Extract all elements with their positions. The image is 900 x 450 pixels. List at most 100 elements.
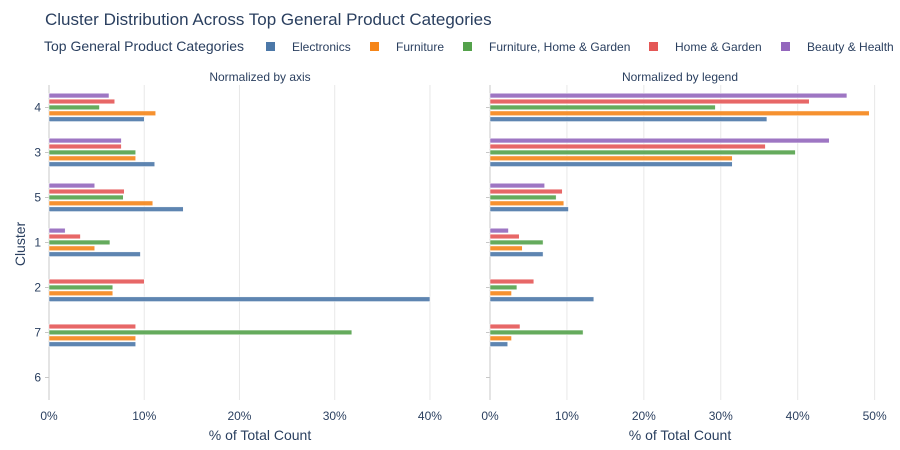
x-tick-label: 10%: [132, 409, 156, 423]
panel-title: Normalized by legend: [622, 70, 738, 84]
bar-home-garden-cluster-2[interactable]: [48, 278, 145, 285]
legend-swatch: [649, 42, 658, 51]
bar-electronics-cluster-7[interactable]: [48, 341, 136, 347]
bar-furniture-cluster-1[interactable]: [48, 245, 95, 251]
bar-furniture-cluster-7[interactable]: [489, 335, 512, 341]
bar-furniture-cluster-4[interactable]: [48, 110, 156, 116]
bar-furniture-cluster-5[interactable]: [489, 200, 565, 206]
legend-label: Electronics: [292, 40, 351, 54]
x-axis-title: % of Total Count: [629, 427, 732, 443]
legend-label: Home & Garden: [675, 40, 762, 54]
bar-furniture-home-garden-cluster-2[interactable]: [48, 284, 114, 290]
bar-beauty-health-cluster-5[interactable]: [48, 183, 95, 189]
y-tick-label: 2: [34, 281, 41, 295]
panel-normalized-by-axis: 0% 10% 20% 30% 40% Normalized by axis % of Tot…: [34, 70, 442, 443]
bar-electronics-cluster-7[interactable]: [489, 341, 508, 347]
bar-furniture-home-garden-cluster-1[interactable]: [489, 239, 544, 246]
x-tick-label: 30%: [709, 409, 733, 423]
bar-furniture-home-garden-cluster-7[interactable]: [48, 329, 353, 335]
y-tick-label: 7: [34, 326, 41, 340]
bar-home-garden-cluster-1[interactable]: [489, 233, 520, 240]
bar-home-garden-cluster-5[interactable]: [489, 188, 563, 195]
legend-swatch: [463, 42, 472, 51]
bar-home-garden-cluster-3[interactable]: [48, 143, 122, 150]
legend-label: Beauty & Health: [807, 40, 894, 54]
bar-furniture-home-garden-cluster-5[interactable]: [48, 194, 124, 201]
x-tick-label: 20%: [227, 409, 251, 423]
y-tick-label: 6: [34, 371, 41, 385]
x-tick-label: 0%: [481, 409, 499, 423]
legend-item-home-garden[interactable]: Home & Garden: [649, 40, 762, 54]
legend-label: Furniture: [396, 40, 444, 54]
legend-swatch: [266, 42, 275, 51]
x-tick-label: 20%: [632, 409, 656, 423]
y-tick-label: 1: [34, 236, 41, 250]
bar-electronics-cluster-2[interactable]: [489, 296, 595, 302]
bar-furniture-home-garden-cluster-4[interactable]: [489, 104, 716, 111]
bar-furniture-cluster-2[interactable]: [489, 290, 512, 296]
x-tick-label: 10%: [555, 409, 579, 423]
bar-electronics-cluster-1[interactable]: [48, 251, 141, 257]
bar-beauty-health-cluster-4[interactable]: [489, 93, 848, 99]
bar-furniture-cluster-4[interactable]: [489, 110, 870, 116]
panels: 0% 10% 20% 30% 40%Normalized by axis% of Tot…: [34, 70, 887, 443]
bar-beauty-health-cluster-1[interactable]: [48, 228, 66, 234]
bar-furniture-cluster-2[interactable]: [48, 290, 114, 296]
bar-furniture-cluster-3[interactable]: [489, 155, 733, 161]
legend-title: Top General Product Categories: [44, 38, 244, 54]
legend-swatch: [370, 42, 379, 51]
legend-item-furniture-home-garden[interactable]: Furniture, Home & Garden: [463, 40, 630, 54]
x-tick-label: 30%: [323, 409, 347, 423]
bar-furniture-cluster-3[interactable]: [48, 155, 136, 161]
bar-beauty-health-cluster-4[interactable]: [48, 93, 110, 99]
x-tick-label: 0%: [40, 409, 58, 423]
bar-home-garden-cluster-3[interactable]: [489, 143, 766, 150]
bar-electronics-cluster-4[interactable]: [489, 116, 768, 122]
y-tick-label: 5: [34, 191, 41, 205]
bar-furniture-cluster-5[interactable]: [48, 200, 154, 206]
x-axis-title: % of Total Count: [209, 427, 312, 443]
y-tick-label: 4: [34, 101, 41, 115]
bar-home-garden-cluster-4[interactable]: [48, 98, 115, 105]
panel-normalized-by-legend: 0% 10% 20% 30% 40% 50% Normalized by legend % o…: [481, 70, 887, 443]
bar-furniture-cluster-1[interactable]: [489, 245, 523, 251]
bar-home-garden-cluster-7[interactable]: [489, 323, 521, 330]
bar-electronics-cluster-5[interactable]: [48, 206, 184, 212]
bar-furniture-home-garden-cluster-2[interactable]: [489, 284, 518, 290]
x-tick-label: 40%: [786, 409, 810, 423]
bar-electronics-cluster-3[interactable]: [489, 161, 733, 167]
legend-label: Furniture, Home & Garden: [489, 40, 630, 54]
legend-swatch: [781, 42, 790, 51]
bar-furniture-home-garden-cluster-3[interactable]: [48, 149, 136, 156]
y-tick-label: 3: [34, 146, 41, 160]
chart-title: Cluster Distribution Across Top General …: [45, 10, 492, 29]
bar-home-garden-cluster-4[interactable]: [489, 98, 810, 105]
bar-home-garden-cluster-2[interactable]: [489, 278, 535, 285]
bar-furniture-home-garden-cluster-4[interactable]: [48, 104, 100, 111]
bar-home-garden-cluster-1[interactable]: [48, 233, 81, 240]
bar-furniture-home-garden-cluster-1[interactable]: [48, 239, 111, 246]
legend-item-furniture[interactable]: Furniture: [370, 40, 444, 54]
x-tick-label: 50%: [863, 409, 887, 423]
legend-item-beauty-health[interactable]: Beauty & Health: [781, 40, 894, 54]
bar-furniture-home-garden-cluster-7[interactable]: [489, 329, 584, 335]
bar-electronics-cluster-5[interactable]: [489, 206, 569, 212]
bar-electronics-cluster-4[interactable]: [48, 116, 145, 122]
bar-electronics-cluster-1[interactable]: [489, 251, 544, 257]
y-axis-title: Cluster: [12, 221, 28, 266]
bar-furniture-home-garden-cluster-3[interactable]: [489, 149, 796, 156]
legend: Electronics Furniture Furniture, Home & Ga…: [266, 40, 894, 54]
bar-electronics-cluster-3[interactable]: [48, 161, 155, 167]
bar-beauty-health-cluster-1[interactable]: [489, 228, 509, 234]
bar-beauty-health-cluster-5[interactable]: [489, 183, 545, 189]
x-tick-label: 40%: [418, 409, 442, 423]
bar-beauty-health-cluster-3[interactable]: [48, 138, 122, 144]
bar-electronics-cluster-2[interactable]: [48, 296, 431, 302]
legend-item-electronics[interactable]: Electronics: [266, 40, 351, 54]
bar-home-garden-cluster-5[interactable]: [48, 188, 125, 195]
bar-home-garden-cluster-7[interactable]: [48, 323, 136, 330]
bar-furniture-cluster-7[interactable]: [48, 335, 136, 341]
bar-beauty-health-cluster-3[interactable]: [489, 138, 830, 144]
bar-furniture-home-garden-cluster-5[interactable]: [489, 194, 557, 201]
